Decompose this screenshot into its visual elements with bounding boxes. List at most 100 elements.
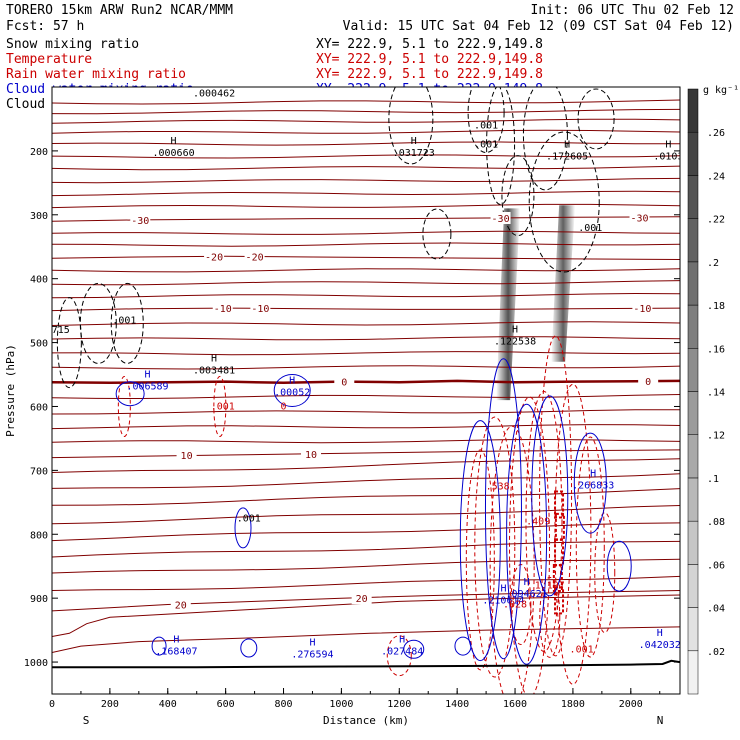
cloud-water-contour (115, 381, 145, 407)
colorbar-swatch (687, 564, 699, 608)
colorbar-level-label: .06 (707, 560, 725, 571)
x-tick-label: 1600 (503, 699, 527, 710)
temperature-contour-label: 20 (175, 601, 187, 612)
temperature-contour (52, 165, 680, 171)
cloud-ice-contour (486, 87, 516, 205)
colorbar-swatch (687, 261, 699, 306)
x-tick-label: 0 (49, 699, 55, 710)
temperature-contour-label: -10 (251, 304, 269, 315)
rain-water-label: .001 (211, 402, 235, 413)
temperature-contour-label: -20 (205, 252, 223, 263)
colorbar-swatch (687, 434, 699, 479)
temperature-contour (52, 394, 680, 400)
temperature-contour-label: 10 (305, 450, 317, 461)
temperature-contour (52, 230, 680, 235)
contour-label-bg (244, 250, 265, 263)
cloud-water-contour (454, 636, 472, 656)
temperature-contour (52, 594, 680, 637)
cloud-ice-contour (528, 131, 600, 273)
snow-maximum-marker: H (411, 136, 417, 147)
cloud-ice-contour (422, 208, 452, 260)
cloud-ice-contour (110, 282, 144, 364)
colorbar-unit: g kg⁻¹ (703, 85, 739, 96)
colorbar-level-label: .08 (707, 517, 725, 528)
cloud-water-maximum-value: .266833 (572, 480, 614, 491)
plot-area: -30 -30 -30-20 -20-10 -10 -100 010 102020H.0006… (4, 86, 681, 727)
temperature-contour (52, 488, 680, 506)
cross-section-start-label: S (83, 714, 90, 727)
colorbar-swatch (687, 477, 699, 522)
header-valid-time: Valid: 15 UTC Sat 04 Feb 12 (09 CST Sat … (343, 19, 734, 34)
temperature-contour (52, 141, 680, 146)
cloud-water-maximum-value: .276594 (291, 650, 333, 661)
y-tick-label: 500 (30, 339, 48, 350)
contour-label-bg (632, 302, 653, 315)
temperature-contour (52, 321, 680, 326)
colorbar-level-label: .1 (707, 474, 719, 485)
contour-label-bg (629, 211, 650, 224)
cloud-ice-label: .001 (474, 140, 498, 151)
colorbar-level-label: .12 (707, 431, 725, 442)
temperature-contour-label: 10 (181, 451, 193, 462)
cloud-water-contour (151, 636, 167, 656)
cloud-ice-contour (522, 87, 568, 191)
rain-water-label: .028 (503, 600, 527, 611)
field-name: Snow mixing ratio (6, 37, 139, 52)
contour-label-bg (250, 302, 271, 315)
field-name: Temperature (6, 52, 92, 67)
y-tick-label: 600 (30, 402, 48, 413)
temperature-contour-label: 0 (341, 378, 347, 389)
cloud-water-maximum-marker: H (590, 468, 596, 479)
y-axis-label: Pressure (hPa) (4, 344, 17, 437)
cross-section-end-label: N (657, 714, 664, 727)
y-tick-label: 700 (30, 466, 48, 477)
colorbar-level-label: .24 (707, 171, 725, 182)
rain-water-core (554, 586, 565, 615)
colorbar-level-label: .04 (707, 604, 725, 615)
x-tick-label: 800 (274, 699, 292, 710)
cloud-ice-contour (79, 282, 117, 364)
temperature-contour (52, 129, 680, 134)
snow-maximum-value: .003481 (193, 365, 235, 376)
rain-water-contour (594, 512, 616, 634)
cloud-water-maximum-marker: H (524, 577, 530, 588)
cloud-water-maximum-value: .094621 (506, 589, 548, 600)
temperature-contour (52, 449, 680, 459)
rain-water-contour (465, 449, 495, 671)
x-tick-label: 1200 (387, 699, 411, 710)
contour-label-bg (638, 374, 659, 387)
cloud-ice-contour (577, 88, 615, 150)
colorbar-swatch (687, 218, 699, 263)
temperature-contour (52, 575, 680, 591)
colorbar-swatch (687, 304, 699, 349)
plot-frame (51, 86, 681, 695)
rain-water-core (552, 563, 563, 592)
cloud-ice-label: .001 (474, 121, 498, 132)
temperature-contour (52, 505, 680, 525)
temperature-contour (52, 558, 680, 574)
cloud-water-contour (484, 358, 522, 660)
cloud-water-contour (606, 540, 632, 592)
temperature-contour (52, 336, 680, 341)
colorbar-swatch (687, 88, 699, 133)
colorbar-level-label: .2 (707, 258, 719, 269)
temperature-contour (52, 540, 680, 558)
terrain-surface (52, 659, 680, 669)
cloud-water-maximum-value: .027484 (381, 646, 423, 657)
header-model-run: TORERO 15km ARW Run2 NCAR/MMM (6, 3, 233, 18)
snow-maximum-marker: H (512, 325, 518, 336)
cloud-water-maximum-marker: H (657, 628, 663, 639)
contour-label-bg (301, 447, 322, 460)
temperature-contour (52, 177, 680, 184)
header-forecast-hour: Fcst: 57 h (6, 19, 84, 34)
colorbar-level-label: .02 (707, 647, 725, 658)
temperature-contour (52, 203, 680, 209)
temperature-contour-label: -30 (131, 216, 149, 227)
colorbar-swatch (687, 348, 699, 392)
x-tick-label: 400 (159, 699, 177, 710)
temperature-contour-label: -30 (630, 213, 648, 224)
rain-water-label: .001 (570, 644, 594, 655)
rain-water-contour (525, 390, 563, 652)
cloud-ice-contour (501, 155, 535, 237)
